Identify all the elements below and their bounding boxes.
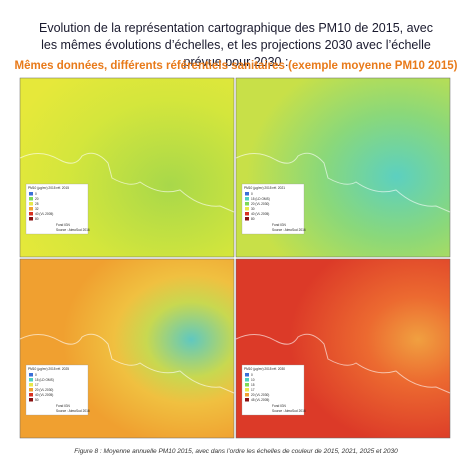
- coastline: [235, 152, 451, 213]
- legend-box: [241, 364, 305, 416]
- legend-note: Fond IGN: [272, 404, 287, 408]
- legend-label: 17: [35, 383, 39, 387]
- legend-note: Source : AtmoSud 2016: [272, 228, 306, 232]
- legend-label: 0: [251, 192, 253, 196]
- legend-label: 40 (VL 2005): [35, 212, 53, 216]
- legend-swatch: [245, 378, 249, 382]
- coastline: [19, 333, 235, 394]
- legend-label: 20 (VL 2030): [251, 393, 269, 397]
- legend-swatch: [245, 393, 249, 397]
- legend-label: 30: [251, 207, 255, 211]
- legend-label: 20 (VL 2030): [251, 202, 269, 206]
- legend-swatch: [29, 192, 33, 196]
- legend-label: 25: [35, 202, 39, 206]
- legend-swatch: [245, 383, 249, 387]
- legend-title: PM10 (µg/m³) 2015 réf. 2021: [244, 186, 285, 190]
- legend-label: 80: [35, 217, 39, 221]
- legend-box: [25, 364, 89, 416]
- legend-swatch: [29, 217, 33, 221]
- legend-label: 40 (VL 2005): [251, 212, 269, 216]
- legend-swatch: [245, 388, 249, 392]
- legend-swatch: [29, 207, 33, 211]
- legend-label: 10: [251, 378, 255, 382]
- coastline: [235, 333, 451, 394]
- legend-note: Source : AtmoSud 2016: [56, 228, 90, 232]
- legend-label: 0: [35, 192, 37, 196]
- legend-swatch: [29, 383, 33, 387]
- legend-swatch: [29, 212, 33, 216]
- title: Evolution de la représentation cartograp…: [38, 21, 433, 69]
- legend-label: 80: [251, 217, 255, 221]
- legend-label: 15 (LD OMS): [35, 378, 54, 382]
- legend-label: 15 (LD OMS): [251, 197, 270, 201]
- legend: PM10 (µg/m³) 2015 réf. 2021 015 (LD OMS)2…: [241, 183, 306, 235]
- legend-swatch: [29, 197, 33, 201]
- legend-swatch: [245, 197, 249, 201]
- legend-swatch: [245, 217, 249, 221]
- legend-swatch: [29, 373, 33, 377]
- legend-note: Source : AtmoSud 2016: [272, 409, 306, 413]
- legend-swatch: [29, 388, 33, 392]
- coastline: [19, 152, 235, 213]
- legend-label: 32: [35, 207, 39, 211]
- map: PM10 (µg/m³) 2015 réf. 2021 015 (LD OMS)2…: [235, 77, 451, 258]
- legend-label: 0: [251, 373, 253, 377]
- legend-box: [25, 183, 89, 235]
- legend-label: 17: [251, 388, 255, 392]
- legend-swatch: [245, 398, 249, 402]
- legend-label: 45 (VL 2005): [251, 398, 269, 402]
- legend-swatch: [245, 373, 249, 377]
- legend-swatch: [245, 212, 249, 216]
- legend-note: Fond IGN: [56, 223, 71, 227]
- legend-swatch: [245, 202, 249, 206]
- map: PM10 (µg/m³) 2015 réf. 2025 015 (LD OMS)1…: [19, 258, 235, 439]
- legend-label: 50: [35, 398, 39, 402]
- legend-label: 40 (VL 2005): [35, 393, 53, 397]
- legend-swatch: [245, 192, 249, 196]
- caption: Figure 8 : Moyenne annuelle PM10 2015, a…: [74, 448, 398, 455]
- legend-note: Fond IGN: [56, 404, 71, 408]
- legend-title: PM10 (µg/m³) 2015 réf. 2025: [28, 367, 69, 371]
- legend-note: Source : AtmoSud 2016: [56, 409, 90, 413]
- legend-swatch: [29, 378, 33, 382]
- legend-swatch: [29, 393, 33, 397]
- legend-title: PM10 (µg/m³) 2015 réf. 2030: [244, 367, 285, 371]
- subtitle: Mêmes données, différents référentiels s…: [14, 60, 458, 72]
- legend-label: 20: [35, 197, 39, 201]
- legend-swatch: [245, 207, 249, 211]
- legend-label: 20 (VL 2030): [35, 388, 53, 392]
- legend-title: PM10 (µg/m³) 2015 réf. 2015: [28, 186, 69, 190]
- legend-box: [241, 183, 305, 235]
- legend-swatch: [29, 398, 33, 402]
- legend-label: 0: [35, 373, 37, 377]
- legend-label: 15: [251, 383, 255, 387]
- legend-swatch: [29, 202, 33, 206]
- legend: PM10 (µg/m³) 2015 réf. 2025 015 (LD OMS)1…: [25, 364, 90, 416]
- legend-note: Fond IGN: [272, 223, 287, 227]
